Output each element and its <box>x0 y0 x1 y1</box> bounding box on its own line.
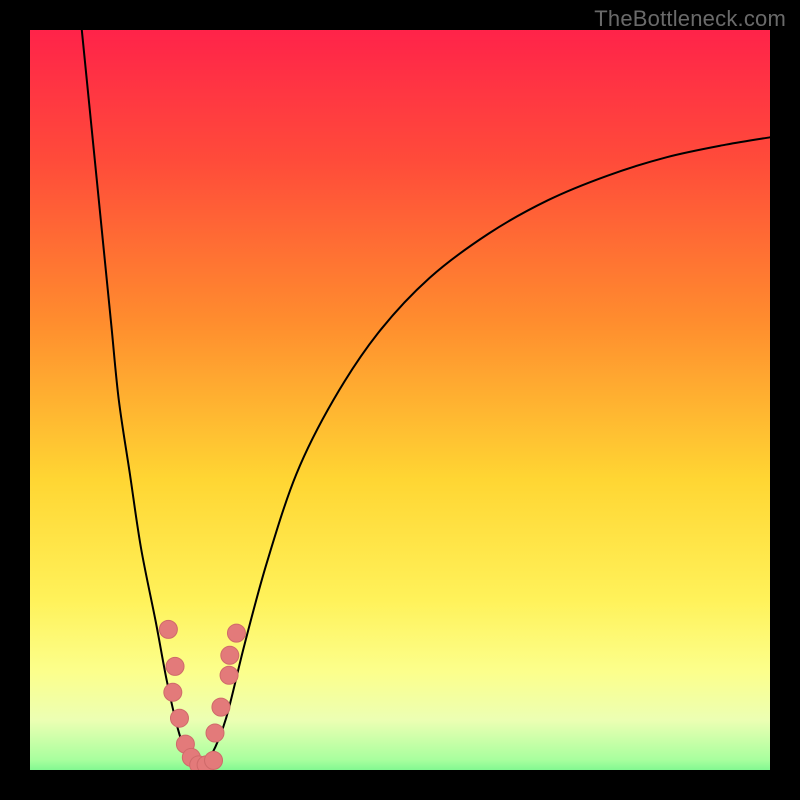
marker-dot <box>227 624 245 642</box>
marker-dot <box>170 709 188 727</box>
marker-dot <box>220 666 238 684</box>
marker-dot <box>212 698 230 716</box>
watermark-text: TheBottleneck.com <box>594 6 786 32</box>
curve-series <box>82 30 770 770</box>
marker-dot <box>205 751 223 769</box>
marker-dot <box>164 683 182 701</box>
marker-dot <box>221 646 239 664</box>
curve-right-branch <box>199 137 770 770</box>
marker-dot <box>166 657 184 675</box>
marker-dot <box>159 620 177 638</box>
curve-left-branch <box>82 30 199 770</box>
chart-canvas: TheBottleneck.com <box>0 0 800 800</box>
plot-area <box>0 0 800 800</box>
marker-dot <box>206 724 224 742</box>
